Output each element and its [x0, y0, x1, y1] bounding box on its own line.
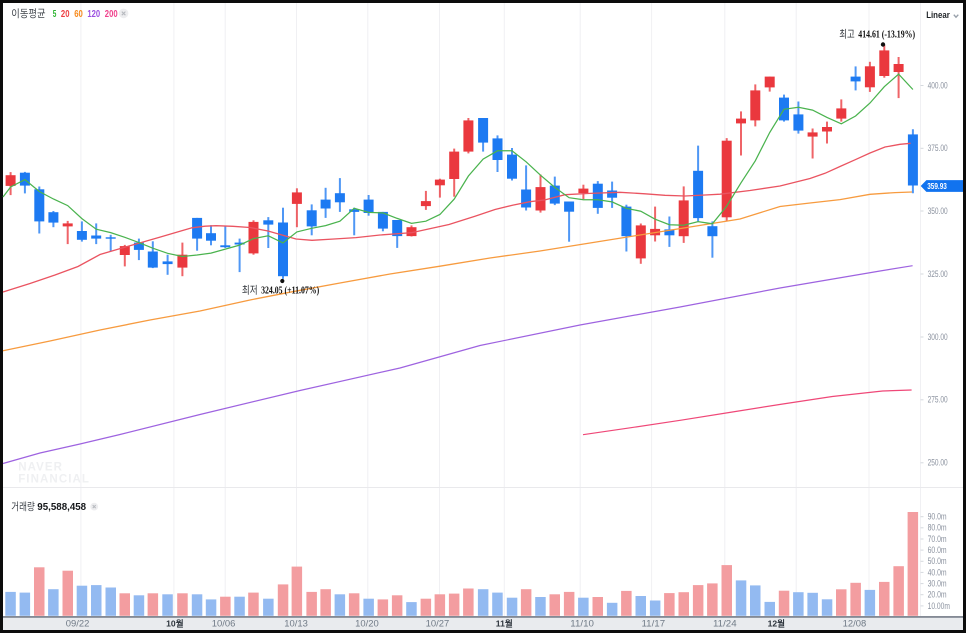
- svg-text:10/20: 10/20: [355, 618, 379, 628]
- svg-text:300.00: 300.00: [928, 332, 948, 342]
- svg-text:09/22: 09/22: [66, 618, 90, 628]
- svg-text:5: 5: [53, 9, 57, 20]
- svg-text:275.00: 275.00: [928, 395, 948, 405]
- svg-text:10월: 10월: [166, 617, 184, 628]
- svg-text:60: 60: [74, 9, 83, 20]
- svg-text:400.00: 400.00: [928, 80, 948, 90]
- svg-text:최고: 최고: [839, 29, 855, 41]
- svg-text:20: 20: [61, 9, 70, 20]
- svg-text:414.61 (-13.19%): 414.61 (-13.19%): [858, 29, 915, 41]
- svg-text:10/06: 10/06: [212, 618, 236, 628]
- svg-text:11/24: 11/24: [713, 618, 737, 628]
- svg-text:10/13: 10/13: [284, 618, 308, 628]
- svg-text:60.0m: 60.0m: [928, 545, 947, 555]
- svg-text:12월: 12월: [768, 617, 786, 628]
- svg-text:12/08: 12/08: [843, 618, 867, 628]
- svg-text:11/10: 11/10: [570, 618, 594, 628]
- svg-text:250.00: 250.00: [928, 458, 948, 468]
- svg-text:10/27: 10/27: [426, 618, 450, 628]
- svg-text:10.00m: 10.00m: [928, 601, 950, 611]
- svg-text:200: 200: [105, 9, 118, 20]
- svg-text:최저: 최저: [242, 284, 258, 296]
- svg-text:350.00: 350.00: [928, 206, 948, 216]
- svg-text:20.0m: 20.0m: [928, 590, 947, 600]
- svg-text:Linear: Linear: [926, 10, 950, 21]
- svg-text:90.0m: 90.0m: [928, 512, 947, 522]
- svg-text:325.00: 325.00: [928, 269, 948, 279]
- svg-text:359.93: 359.93: [927, 181, 947, 191]
- svg-text:95,588,458: 95,588,458: [37, 501, 86, 513]
- svg-text:거래량: 거래량: [11, 501, 35, 513]
- svg-text:FINANCIAL: FINANCIAL: [18, 474, 90, 486]
- svg-text:50.0m: 50.0m: [928, 556, 947, 566]
- svg-text:80.0m: 80.0m: [928, 523, 947, 533]
- svg-text:375.00: 375.00: [928, 143, 948, 153]
- svg-text:30.0m: 30.0m: [928, 579, 947, 589]
- svg-text:11/17: 11/17: [642, 618, 666, 628]
- svg-text:11월: 11월: [496, 617, 513, 628]
- svg-text:120: 120: [87, 9, 100, 20]
- svg-text:40.0m: 40.0m: [928, 567, 947, 577]
- svg-text:NAVER: NAVER: [18, 462, 63, 474]
- svg-text:324.05 (+11.07%): 324.05 (+11.07%): [261, 284, 319, 296]
- svg-text:이동평균: 이동평균: [11, 8, 46, 20]
- svg-text:70.0m: 70.0m: [928, 534, 947, 544]
